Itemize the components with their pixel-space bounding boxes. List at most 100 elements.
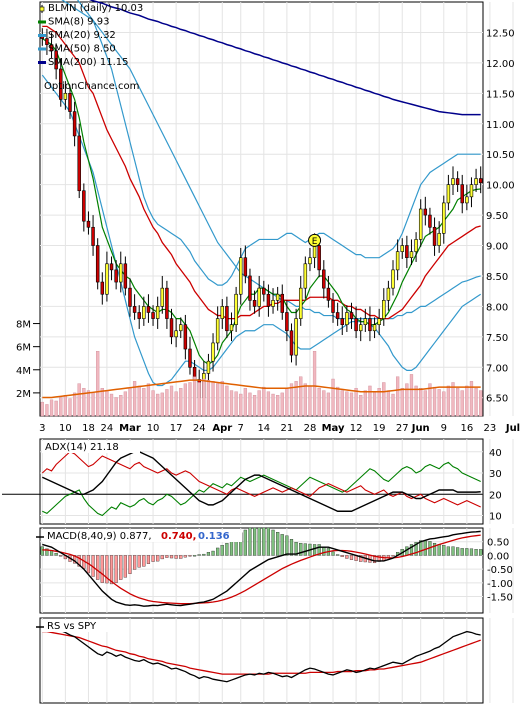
macd-histogram-bar bbox=[280, 534, 284, 556]
volume-bar bbox=[86, 390, 91, 417]
candle-body bbox=[322, 269, 326, 289]
candle-body bbox=[285, 312, 289, 332]
volume-bar bbox=[455, 388, 460, 417]
volume-bar bbox=[239, 393, 243, 417]
date-tick-label: May bbox=[322, 423, 345, 434]
candle-body bbox=[229, 324, 234, 332]
volume-bar bbox=[142, 388, 146, 417]
macd-histogram-bar bbox=[423, 540, 427, 556]
volume-bar bbox=[54, 400, 58, 417]
volume-bar bbox=[280, 392, 284, 417]
legend-line-icon bbox=[38, 20, 46, 24]
volume-bar bbox=[326, 392, 331, 417]
macd-histogram-bar bbox=[96, 555, 100, 580]
macd-histogram-bar bbox=[331, 551, 335, 556]
candle-body bbox=[294, 318, 298, 356]
earnings-marker-label: E bbox=[312, 237, 318, 247]
candle-body bbox=[317, 245, 321, 271]
rs-label: RS vs SPY bbox=[47, 621, 97, 632]
macd-histogram-bar bbox=[179, 555, 183, 559]
volume-bar bbox=[331, 378, 335, 417]
legend-entry: SMA(20) 9.32 bbox=[48, 30, 116, 41]
macd-histogram-bar bbox=[266, 527, 271, 556]
candle-body bbox=[418, 208, 423, 240]
candle-body bbox=[160, 287, 165, 307]
candle-body bbox=[409, 251, 414, 259]
volume-bar bbox=[372, 391, 377, 417]
volume-bar bbox=[345, 391, 349, 417]
candle-body bbox=[257, 287, 261, 307]
volume-bar bbox=[469, 381, 474, 417]
rs-line bbox=[42, 624, 481, 683]
macd-histogram-bar bbox=[317, 544, 321, 556]
volume-bar bbox=[377, 388, 381, 417]
candle-body bbox=[386, 287, 391, 301]
date-tick-label: 17 bbox=[170, 423, 183, 434]
candle-body bbox=[363, 318, 368, 325]
volume-bar bbox=[340, 390, 344, 417]
macd-histogram-bar bbox=[451, 546, 455, 556]
volume-bar bbox=[59, 397, 63, 417]
macd-histogram-bar bbox=[216, 547, 220, 556]
date-tick-label: Mar bbox=[119, 423, 141, 434]
volume-bar bbox=[303, 383, 307, 417]
volume-bar bbox=[354, 388, 358, 417]
candle-body bbox=[137, 312, 141, 319]
macd-label: MACD(8,40,9) 0.877, bbox=[47, 531, 152, 542]
candle-body bbox=[280, 293, 284, 313]
price-tick-label: 12.00 bbox=[486, 59, 515, 70]
candle-body bbox=[243, 257, 248, 277]
candle-body bbox=[128, 287, 132, 307]
macd-histogram-bar bbox=[460, 548, 464, 556]
date-tick-label: 3 bbox=[39, 423, 45, 434]
price-tick-label: 8.00 bbox=[486, 302, 508, 313]
date-tick-label: 19 bbox=[373, 423, 386, 434]
macd-histogram-bar bbox=[169, 555, 174, 559]
volume-tick-label: 2M bbox=[16, 389, 31, 400]
date-tick-label: 24 bbox=[101, 423, 114, 434]
macd-histogram-bar bbox=[77, 555, 81, 567]
macd-histogram-bar bbox=[109, 555, 114, 585]
candle-body bbox=[340, 318, 344, 325]
sma50-line bbox=[61, 0, 481, 320]
volume-bar bbox=[465, 385, 469, 417]
candle-body bbox=[303, 263, 308, 289]
volume-bar bbox=[132, 381, 137, 417]
candle-body bbox=[114, 269, 118, 283]
volume-bar bbox=[220, 381, 224, 417]
macd-histogram-bar bbox=[391, 555, 395, 557]
candle-body bbox=[188, 348, 192, 368]
macd-histogram-bar bbox=[271, 529, 275, 556]
candle-body bbox=[54, 50, 58, 70]
candle-body bbox=[105, 263, 109, 295]
macd-histogram-bar bbox=[188, 555, 192, 557]
candle-body bbox=[77, 135, 81, 192]
volume-bar bbox=[409, 374, 414, 417]
macd-tick-label: 0.50 bbox=[487, 538, 509, 549]
candle-body bbox=[382, 300, 386, 319]
candle-body bbox=[451, 178, 455, 185]
candle-body bbox=[437, 233, 441, 246]
macd-histogram-bar bbox=[123, 555, 127, 578]
volume-bar bbox=[128, 388, 132, 417]
macd-histogram-bar bbox=[137, 555, 141, 568]
candle-body bbox=[446, 184, 451, 204]
candle-body bbox=[169, 318, 174, 338]
volume-bar bbox=[451, 382, 455, 417]
macd-histogram-bar bbox=[349, 555, 354, 560]
macd-histogram-bar bbox=[446, 546, 450, 556]
macd-histogram-bar bbox=[206, 552, 211, 556]
macd-line bbox=[42, 530, 481, 607]
volume-bar bbox=[266, 391, 271, 417]
candle-body bbox=[345, 312, 349, 325]
candle-body bbox=[326, 287, 331, 301]
candle-body bbox=[142, 306, 146, 319]
price-tick-label: 10.50 bbox=[486, 150, 515, 161]
volume-bar bbox=[234, 391, 238, 417]
date-tick-label: 10 bbox=[147, 423, 160, 434]
macd-histogram-bar bbox=[128, 555, 132, 574]
volume-bar bbox=[160, 392, 164, 417]
volume-bar bbox=[442, 391, 446, 417]
di-minus-line bbox=[41, 451, 481, 508]
